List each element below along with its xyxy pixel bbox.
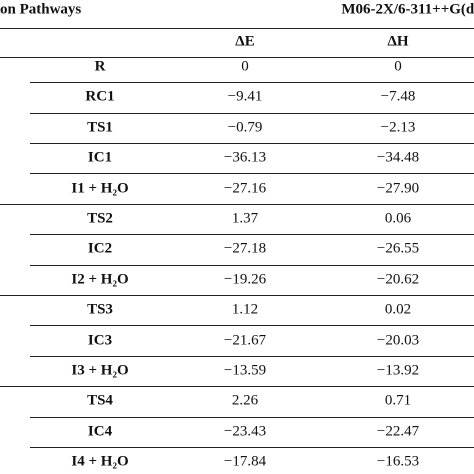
row-label: IC3 xyxy=(87,332,113,349)
cell-value: −9.41 xyxy=(227,88,263,105)
cell-value: 2.26 xyxy=(231,392,259,409)
cell-value: −22.47 xyxy=(376,423,420,440)
cell-value: −27.90 xyxy=(376,180,420,197)
row-rule xyxy=(30,112,474,114)
header-right: M06-2X/6-311++G(d, xyxy=(341,1,474,18)
cell-value: −17.84 xyxy=(223,453,267,470)
cell-value: −20.62 xyxy=(376,271,420,288)
cell-value: −16.53 xyxy=(376,453,420,470)
rule xyxy=(0,57,474,58)
row-rule xyxy=(0,295,474,296)
cell-value: 1.37 xyxy=(231,210,259,227)
row-rule xyxy=(30,173,474,175)
row-label: I1 + H₂O xyxy=(71,180,129,197)
cell-value: 0 xyxy=(241,58,249,75)
row-rule xyxy=(30,143,474,144)
row-label: TS2 xyxy=(87,210,113,227)
cell-value: −13.59 xyxy=(223,362,267,379)
row-rule xyxy=(30,234,474,236)
row-label: I4 + H₂O xyxy=(71,453,129,470)
cell-value: −20.03 xyxy=(376,332,420,349)
cell-value: −23.43 xyxy=(223,423,267,440)
cell-value: −2.13 xyxy=(380,119,416,136)
cell-value: −0.79 xyxy=(227,119,263,136)
cell-value: −36.13 xyxy=(223,149,267,166)
cell-value: −19.26 xyxy=(223,271,267,288)
row-label: I2 + H₂O xyxy=(71,271,129,288)
cell-value: −27.18 xyxy=(223,240,267,257)
cell-value: 0.02 xyxy=(384,301,412,318)
cell-value: 0.71 xyxy=(384,392,412,409)
row-label: I3 + H₂O xyxy=(71,362,129,379)
cell-value: 0.06 xyxy=(384,210,412,227)
cell-value: −7.48 xyxy=(380,88,416,105)
column-header: ΔE xyxy=(235,33,255,50)
row-label: TS4 xyxy=(87,392,113,409)
row-rule xyxy=(30,447,474,448)
row-rule xyxy=(0,203,474,205)
row-rule xyxy=(30,264,474,266)
cell-value: −27.16 xyxy=(223,180,267,197)
cell-value: −34.48 xyxy=(376,149,420,166)
row-label: RC1 xyxy=(85,88,115,105)
header-left: on Pathways xyxy=(0,1,82,18)
cell-value: 0 xyxy=(394,58,402,75)
cell-value: −26.55 xyxy=(376,240,420,257)
cell-value: 1.12 xyxy=(231,301,259,318)
row-rule xyxy=(30,325,474,327)
cell-value: −13.92 xyxy=(376,362,420,379)
row-label: TS3 xyxy=(87,301,113,318)
row-rule xyxy=(30,82,474,84)
column-header: ΔH xyxy=(387,33,409,50)
row-label: IC2 xyxy=(87,240,113,257)
row-rule xyxy=(30,355,474,357)
row-rule xyxy=(30,416,474,418)
row-rule xyxy=(0,386,474,388)
cell-value: −21.67 xyxy=(223,332,267,349)
row-label: IC4 xyxy=(87,423,113,440)
row-label: R xyxy=(94,58,106,75)
rule xyxy=(0,28,474,29)
row-label: TS1 xyxy=(87,119,113,136)
row-label: IC1 xyxy=(87,149,113,166)
